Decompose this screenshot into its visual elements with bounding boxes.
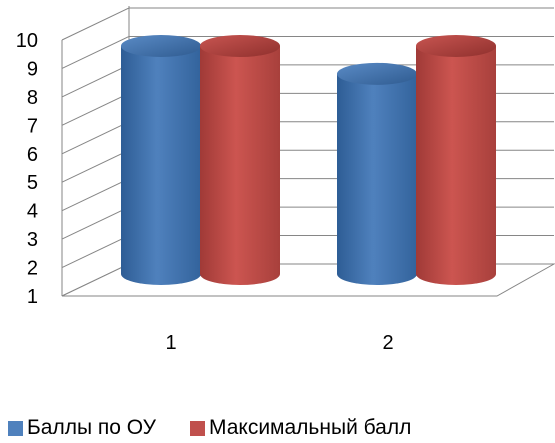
y-tick-label: 9	[27, 58, 38, 80]
y-tick-label: 6	[27, 144, 38, 166]
y-tick-label: 2	[27, 258, 38, 280]
bar-cylinder	[121, 35, 201, 285]
y-tick-label: 10	[16, 30, 38, 52]
bar-top	[200, 35, 280, 57]
y-tick-label: 5	[27, 172, 38, 194]
x-tick-label: 2	[382, 332, 393, 354]
bar-cylinder	[337, 62, 417, 285]
legend-label-series-1: Баллы по ОУ	[27, 416, 156, 439]
bar-body	[337, 73, 417, 285]
y-tick-label: 7	[27, 115, 38, 137]
legend-item-series-1: Баллы по ОУ	[8, 416, 156, 440]
gridline	[61, 7, 554, 41]
bars	[121, 35, 496, 285]
legend-swatch-blue	[8, 420, 23, 436]
bar-top	[121, 35, 201, 57]
y-tick-label: 3	[27, 229, 38, 251]
bar-top	[416, 35, 496, 57]
y-tick-label: 1	[27, 286, 38, 308]
y-tick-label: 4	[27, 201, 38, 223]
bar-top	[337, 62, 417, 85]
legend-label-series-2: Максимальный балл	[209, 416, 412, 439]
legend-swatch-red	[190, 420, 205, 436]
bar-cylinder	[200, 35, 280, 285]
bar-cylinder	[416, 35, 496, 285]
legend-item-series-2: Максимальный балл	[190, 416, 411, 440]
y-axis-ticks: 1 2 3 4 5 6 7 8 9 10	[16, 30, 38, 308]
legend: Баллы по ОУ Максимальный балл	[8, 416, 445, 440]
bar-body	[416, 46, 496, 285]
bar-body	[121, 46, 201, 285]
bar-body	[200, 46, 280, 285]
x-tick-label: 1	[165, 332, 176, 354]
y-tick-label: 8	[27, 87, 38, 109]
